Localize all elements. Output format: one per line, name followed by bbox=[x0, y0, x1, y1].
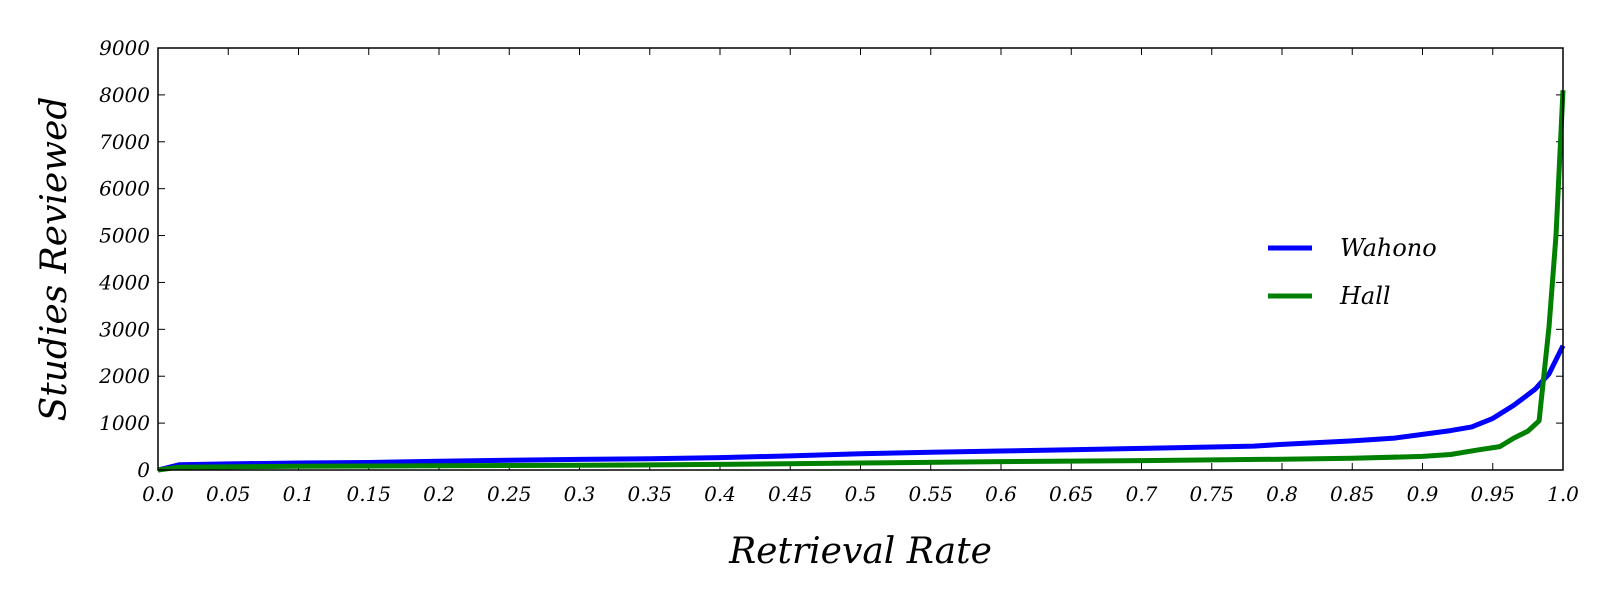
x-tick-label: 0.45 bbox=[768, 482, 813, 506]
x-tick-label: 0.4 bbox=[704, 482, 736, 506]
series-layer bbox=[157, 90, 1566, 473]
y-tick-label: 5000 bbox=[99, 224, 150, 248]
x-tick-label: 0.2 bbox=[423, 482, 455, 506]
legend: Wahono Hall bbox=[1268, 234, 1437, 310]
series-line-hall bbox=[157, 90, 1566, 473]
y-tick-label: 4000 bbox=[98, 270, 150, 294]
y-axis-ticks: 0 1000 2000 3000 4000 5000 6000 7000 8000 9000 bbox=[98, 36, 1563, 482]
x-tick-label: 0.55 bbox=[908, 482, 953, 506]
x-tick-label: 0.25 bbox=[487, 482, 532, 506]
x-tick-label: 0.7 bbox=[1126, 482, 1158, 506]
y-tick-label: 9000 bbox=[99, 36, 150, 60]
x-tick-label: 0.9 bbox=[1407, 482, 1439, 506]
x-axis-title: Retrieval Rate bbox=[728, 531, 992, 572]
legend-label-wahono: Wahono bbox=[1340, 234, 1437, 262]
x-tick-label: 0.05 bbox=[206, 482, 251, 506]
x-tick-label: 0.6 bbox=[985, 482, 1017, 506]
y-axis-title: Studies Reviewed bbox=[34, 97, 75, 422]
legend-label-hall: Hall bbox=[1339, 282, 1391, 310]
y-tick-label: 3000 bbox=[99, 317, 150, 341]
x-tick-label: 0.5 bbox=[845, 482, 877, 506]
x-axis-ticks: 0.0 0.05 0.1 0.15 0.2 0.25 0.3 0.35 0.4 0.45 0.5 0.… bbox=[142, 48, 1579, 506]
plot-frame bbox=[157, 47, 1564, 471]
x-tick-label: 0.85 bbox=[1330, 482, 1375, 506]
y-tick-label: 2000 bbox=[98, 364, 150, 388]
x-tick-label: 0.75 bbox=[1189, 482, 1234, 506]
x-tick-label: 0.8 bbox=[1266, 482, 1298, 506]
x-tick-label: 0.15 bbox=[346, 482, 391, 506]
x-tick-label: 0.3 bbox=[564, 482, 596, 506]
x-tick-label: 0.95 bbox=[1470, 482, 1515, 506]
y-tick-label: 0 bbox=[137, 458, 150, 482]
x-tick-label: 0.65 bbox=[1049, 482, 1094, 506]
series-line-wahono bbox=[157, 344, 1566, 473]
y-tick-label: 6000 bbox=[99, 177, 150, 201]
y-tick-label: 7000 bbox=[99, 130, 150, 154]
x-tick-label: 1.0 bbox=[1547, 482, 1579, 506]
x-tick-label: 0.1 bbox=[283, 482, 315, 506]
x-tick-label: 0.35 bbox=[627, 482, 672, 506]
x-tick-label: 0.0 bbox=[142, 482, 174, 506]
y-tick-label: 8000 bbox=[99, 83, 150, 107]
y-tick-label: 1000 bbox=[99, 411, 150, 435]
